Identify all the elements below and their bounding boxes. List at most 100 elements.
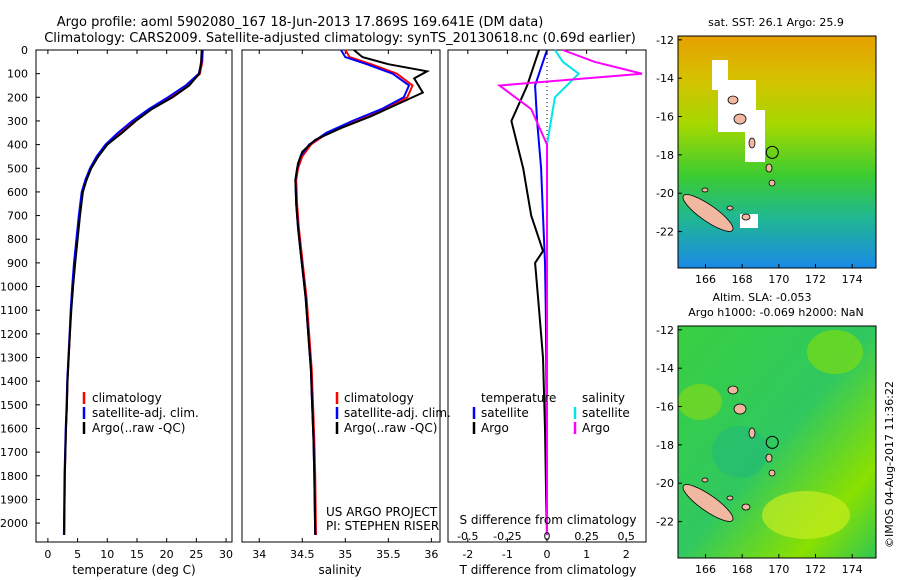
- x-tick-label: 34.5: [290, 548, 315, 561]
- lat-tick-label: -20: [656, 477, 674, 490]
- series-line-salinity-argo: [496, 49, 643, 535]
- island: [682, 484, 734, 522]
- depth-tick-label: 1200: [0, 328, 28, 341]
- lon-tick-label: 172: [805, 273, 826, 286]
- legend-label-argo: Argo(..raw -QC): [92, 421, 185, 435]
- sla-anomalies: [678, 330, 863, 539]
- temperature-plot-frame: [35, 49, 233, 543]
- difference-panel: temperature salinity satellite satellite…: [447, 49, 647, 577]
- difference-legend: temperature salinity satellite satellite…: [472, 391, 630, 435]
- sla-map-frame: [677, 325, 877, 559]
- depth-tick-label: 700: [7, 210, 28, 223]
- salinity-x-label: salinity: [318, 563, 361, 577]
- island: [741, 213, 751, 221]
- lon-tick-label: 174: [842, 273, 863, 286]
- lat-tick-label: -14: [656, 72, 674, 85]
- temperature-profiles: [62, 49, 204, 535]
- lat-tick-label: -12: [656, 324, 674, 337]
- legend-heading-temperature: temperature: [481, 391, 556, 405]
- depth-tick-label: 1300: [0, 352, 28, 365]
- sst-map-axes: 166 168 170 172 174 -12 -14 -16 -18 -20 -22: [656, 34, 863, 286]
- island: [726, 495, 734, 501]
- x-tick-label: 25: [189, 548, 203, 561]
- salinity-profiles: [294, 49, 431, 535]
- imos-credit: ©IMOS 04-Aug-2017 11:36:22: [883, 381, 896, 548]
- s-tick-label: -0.5: [457, 530, 478, 543]
- lon-tick-label: 166: [695, 563, 716, 576]
- lat-tick-label: -18: [656, 149, 674, 162]
- sla-feature: [678, 384, 722, 420]
- island: [726, 205, 734, 211]
- sst-map-panel: sat. SST: 26.1 Argo: 25.9: [656, 16, 877, 286]
- island: [727, 95, 739, 105]
- x-tick-label: 10: [100, 548, 114, 561]
- sla-feature: [712, 426, 768, 478]
- island: [768, 179, 776, 187]
- s-difference-ticks: -0.5 -0.25 0 0.25 0.5: [457, 530, 635, 543]
- depth-tick-label: 800: [7, 233, 28, 246]
- credit-pi: PI: STEPHEN RISER: [326, 519, 439, 533]
- legend-label-satellite: satellite-adj. clim.: [92, 406, 199, 420]
- island: [741, 503, 751, 511]
- depth-tick-label: 400: [7, 139, 28, 152]
- lat-tick-label: -18: [656, 439, 674, 452]
- x-tick-label: 20: [160, 548, 174, 561]
- sst-map-field: [678, 36, 876, 268]
- lat-tick-label: -14: [656, 362, 674, 375]
- lon-tick-label: 170: [768, 273, 789, 286]
- lat-tick-label: -22: [656, 226, 674, 239]
- difference-profiles: [496, 49, 643, 535]
- lon-tick-label: 174: [842, 563, 863, 576]
- sla-map-panel: Altim. SLA: -0.053 Argo h1000: -0.069 h2…: [656, 291, 877, 576]
- depth-tick-label: 1000: [0, 281, 28, 294]
- salinity-legend: climatology satellite-adj. clim. Argo(..…: [335, 391, 451, 435]
- depth-tick-label: 1100: [0, 304, 28, 317]
- legend-label-t-satellite: satellite: [481, 406, 529, 420]
- x-tick-label: 35.5: [376, 548, 401, 561]
- series-line-salinity-satellite: [546, 49, 581, 535]
- s-tick-label: 0.5: [617, 530, 635, 543]
- sla-map-axes: 166 168 170 172 174 -12 -14 -16 -18 -20 -22: [656, 324, 863, 576]
- depth-tick-label: 900: [7, 257, 28, 270]
- t-tick-label: -2: [462, 548, 473, 561]
- header-line-2: Climatology: CARS2009. Satellite-adjuste…: [44, 31, 636, 46]
- float-position-marker: [765, 435, 779, 449]
- depth-tick-label: 2000: [0, 517, 28, 530]
- legend-label-s-argo: Argo: [582, 421, 610, 435]
- lon-tick-label: 172: [805, 563, 826, 576]
- t-tick-label: 2: [623, 548, 630, 561]
- header-line-1: Argo profile: aoml 5902080_167 18-Jun-20…: [57, 15, 544, 30]
- t-tick-label: 1: [583, 548, 590, 561]
- lat-tick-label: -20: [656, 187, 674, 200]
- island: [682, 194, 734, 232]
- island: [765, 163, 773, 173]
- t-difference-ticks: -2 -1 0 1 2: [462, 50, 630, 561]
- depth-tick-label: 500: [7, 162, 28, 175]
- lon-tick-label: 170: [768, 563, 789, 576]
- depth-axis-labels: 0 100 200 300 400 500 600 700 800 900 1000 1100 1200…: [0, 44, 40, 530]
- sla-map-title-1: Altim. SLA: -0.053: [712, 291, 811, 304]
- legend-label-climatology: climatology: [344, 391, 414, 405]
- x-tick-label: 15: [130, 548, 144, 561]
- float-position-marker: [765, 145, 779, 159]
- sst-cloud-mask: [682, 60, 776, 232]
- legend-label-climatology: climatology: [92, 391, 162, 405]
- island: [701, 187, 709, 193]
- s-tick-label: 0: [544, 530, 551, 543]
- salinity-panel: 34 34.5 35 35.5 36 salinity climatology sate…: [241, 49, 451, 577]
- legend-label-t-argo: Argo: [481, 421, 509, 435]
- island: [748, 137, 756, 149]
- lat-tick-label: -16: [656, 111, 674, 124]
- sst-map-title: sat. SST: 26.1 Argo: 25.9: [708, 16, 844, 29]
- depth-tick-label: 0: [21, 44, 28, 57]
- x-tick-label: 35: [338, 548, 352, 561]
- legend-label-satellite: satellite-adj. clim.: [344, 406, 451, 420]
- legend-label-argo: Argo(..raw -QC): [344, 421, 437, 435]
- depth-tick-label: 1800: [0, 470, 28, 483]
- lon-tick-label: 168: [732, 563, 753, 576]
- island: [733, 113, 747, 125]
- temperature-panel: 0100200300400500600700800900100011001200…: [0, 44, 233, 577]
- depth-tick-label: 1700: [0, 446, 28, 459]
- lat-tick-label: -16: [656, 401, 674, 414]
